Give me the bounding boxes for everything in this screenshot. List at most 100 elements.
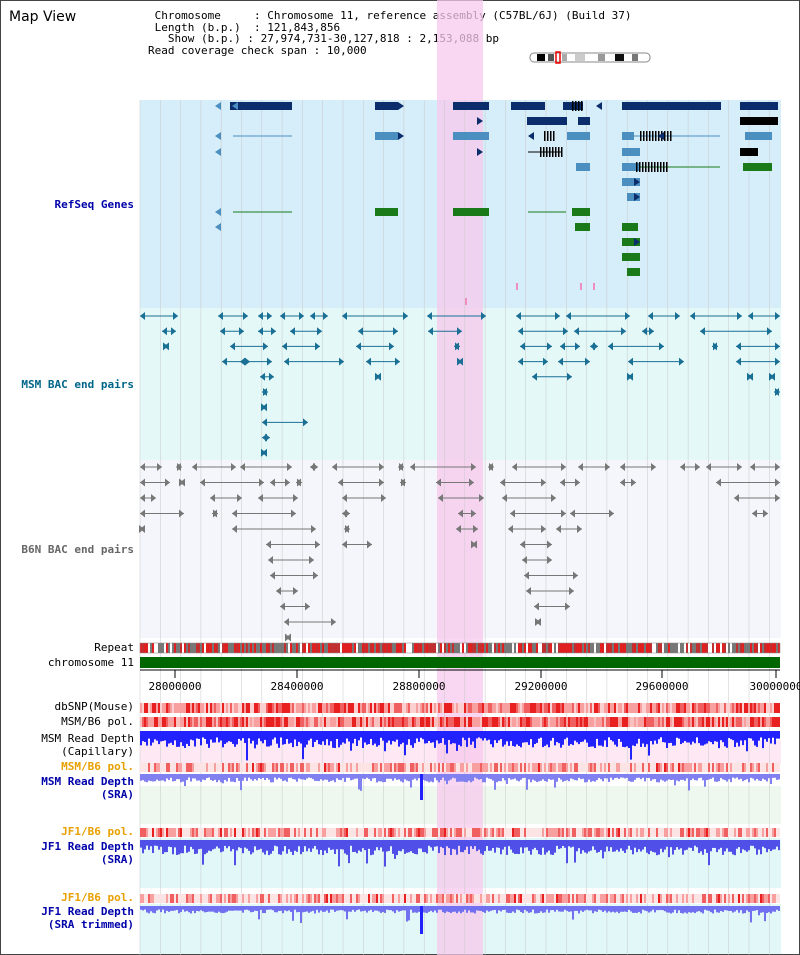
heat-cell xyxy=(256,703,258,713)
gene-exon-block[interactable] xyxy=(743,163,772,171)
heat-cell xyxy=(252,894,254,903)
depth-bar xyxy=(546,731,548,745)
repeat-segment xyxy=(342,643,344,653)
depth-bar xyxy=(156,840,158,846)
gene-exon-block[interactable] xyxy=(627,268,640,276)
gene-exon-block[interactable] xyxy=(572,208,590,216)
repeat-segment xyxy=(590,643,592,653)
heat-cell xyxy=(332,828,334,837)
gene-exon-block[interactable] xyxy=(453,208,489,216)
heat-cell xyxy=(466,894,468,903)
heat-cell xyxy=(370,894,372,903)
depth-bar xyxy=(374,731,376,744)
heat-cell xyxy=(638,763,640,772)
repeat-segment xyxy=(436,643,438,653)
heat-cell xyxy=(238,717,240,727)
b6n-bac-pairs-track[interactable] xyxy=(139,463,780,642)
depth-bar xyxy=(556,906,558,910)
read-depth-tracks[interactable] xyxy=(140,731,780,934)
depth-bar xyxy=(444,774,446,781)
heat-cell xyxy=(350,703,352,713)
gene-exon-block[interactable] xyxy=(567,132,590,140)
refseq-genes-track[interactable] xyxy=(215,101,778,305)
gene-exon-block[interactable] xyxy=(745,132,772,140)
depth-bar xyxy=(616,906,618,912)
depth-bar xyxy=(428,774,430,783)
heat-cell xyxy=(576,894,578,903)
gene-exon-block[interactable] xyxy=(578,117,590,125)
gene-exon-block[interactable] xyxy=(622,253,640,261)
depth-bar xyxy=(212,731,214,743)
repeat-track[interactable] xyxy=(139,642,781,654)
gene-exon-block[interactable] xyxy=(627,193,640,201)
gene-exon-block[interactable] xyxy=(622,178,640,186)
gene-exon-block[interactable] xyxy=(622,163,640,171)
depth-bar xyxy=(572,840,574,847)
heat-cell xyxy=(366,703,368,713)
heat-cell xyxy=(374,828,376,837)
heat-cell xyxy=(428,763,430,772)
chromosome-ideogram[interactable] xyxy=(529,51,651,64)
gene-exon-block[interactable] xyxy=(740,117,778,125)
depth-bar xyxy=(680,731,682,745)
heat-cell xyxy=(410,894,412,903)
heat-cell xyxy=(734,717,736,727)
depth-bar xyxy=(472,906,474,913)
heat-cell xyxy=(660,703,662,713)
heat-cell xyxy=(732,763,734,772)
gene-exon-block[interactable] xyxy=(622,102,721,110)
heat-cell xyxy=(770,717,772,727)
polymorphism-heat-tracks[interactable] xyxy=(140,703,780,903)
chromosome-bar[interactable] xyxy=(140,657,780,668)
heat-cell xyxy=(202,828,204,837)
depth-bar xyxy=(606,731,608,747)
depth-bar xyxy=(752,731,754,741)
gene-exon-block[interactable] xyxy=(622,223,638,231)
heat-cell xyxy=(250,703,252,713)
depth-bar xyxy=(670,840,672,848)
gene-exon-block[interactable] xyxy=(511,102,545,110)
gene-exon-block[interactable] xyxy=(740,102,778,110)
depth-bar xyxy=(482,731,484,741)
msm-bac-pairs-track[interactable] xyxy=(140,312,780,457)
gene-exon-block[interactable] xyxy=(622,132,634,140)
depth-bar xyxy=(626,840,628,850)
axis-tick-label: 29600000 xyxy=(636,680,689,693)
gene-exon-block[interactable] xyxy=(375,208,398,216)
depth-bar xyxy=(492,731,494,748)
gene-exon-block[interactable] xyxy=(453,102,489,110)
gene-exon-block[interactable] xyxy=(622,148,640,156)
heat-cell xyxy=(652,763,654,772)
gene-exon-block[interactable] xyxy=(576,163,590,171)
repeat-segment xyxy=(420,643,422,653)
depth-bar xyxy=(174,774,176,781)
gene-exon-block[interactable] xyxy=(375,132,398,140)
depth-bar xyxy=(620,906,622,912)
depth-bar xyxy=(762,774,764,779)
repeat-segment xyxy=(234,643,236,653)
repeat-segment xyxy=(686,643,688,653)
heat-cell xyxy=(556,894,558,903)
repeat-segment xyxy=(412,643,414,653)
gene-exon-block[interactable] xyxy=(575,223,590,231)
repeat-segment xyxy=(668,643,670,653)
heat-cell xyxy=(260,763,262,772)
depth-bar xyxy=(280,731,282,738)
gene-exon-block[interactable] xyxy=(622,238,640,246)
gene-exon-block[interactable] xyxy=(527,117,567,125)
bac-end-marker xyxy=(567,372,572,381)
gene-exon-block[interactable] xyxy=(375,102,398,110)
heat-cell xyxy=(328,717,330,727)
gene-exon-block[interactable] xyxy=(230,102,292,110)
bac-end-marker xyxy=(558,357,563,366)
depth-bar xyxy=(302,906,304,913)
gene-exon-block[interactable] xyxy=(740,148,758,156)
heat-cell xyxy=(326,763,328,772)
heat-cell xyxy=(272,763,274,772)
highlight-region[interactable] xyxy=(437,0,483,955)
depth-bar xyxy=(372,840,374,855)
gene-exon-block[interactable] xyxy=(453,132,489,140)
repeat-segment xyxy=(722,643,724,653)
heat-cell xyxy=(716,703,718,713)
